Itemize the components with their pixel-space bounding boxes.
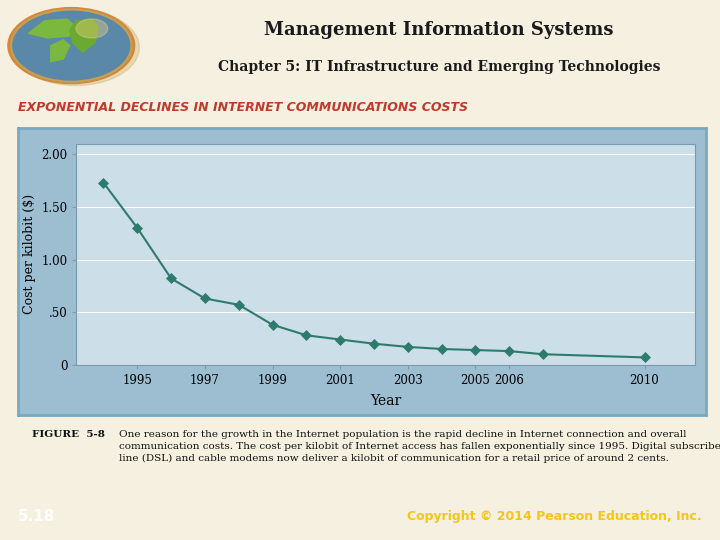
- Circle shape: [8, 8, 135, 84]
- Polygon shape: [29, 19, 76, 38]
- Y-axis label: Cost per kilobit ($): Cost per kilobit ($): [23, 194, 36, 314]
- Circle shape: [13, 10, 140, 85]
- Text: Chapter 5: IT Infrastructure and Emerging Technologies: Chapter 5: IT Infrastructure and Emergin…: [218, 59, 660, 73]
- Circle shape: [11, 10, 132, 82]
- Polygon shape: [50, 40, 70, 62]
- Text: Copyright © 2014 Pearson Education, Inc.: Copyright © 2014 Pearson Education, Inc.: [408, 510, 702, 523]
- Text: FIGURE  5-8: FIGURE 5-8: [32, 430, 105, 439]
- Text: 5.18: 5.18: [18, 509, 55, 524]
- Circle shape: [76, 19, 108, 38]
- X-axis label: Year: Year: [370, 394, 402, 408]
- Text: Management Information Systems: Management Information Systems: [264, 22, 614, 39]
- Polygon shape: [70, 19, 98, 52]
- Text: EXPONENTIAL DECLINES IN INTERNET COMMUNICATIONS COSTS: EXPONENTIAL DECLINES IN INTERNET COMMUNI…: [18, 101, 468, 114]
- Text: One reason for the growth in the Internet population is the rapid decline in Int: One reason for the growth in the Interne…: [120, 430, 720, 463]
